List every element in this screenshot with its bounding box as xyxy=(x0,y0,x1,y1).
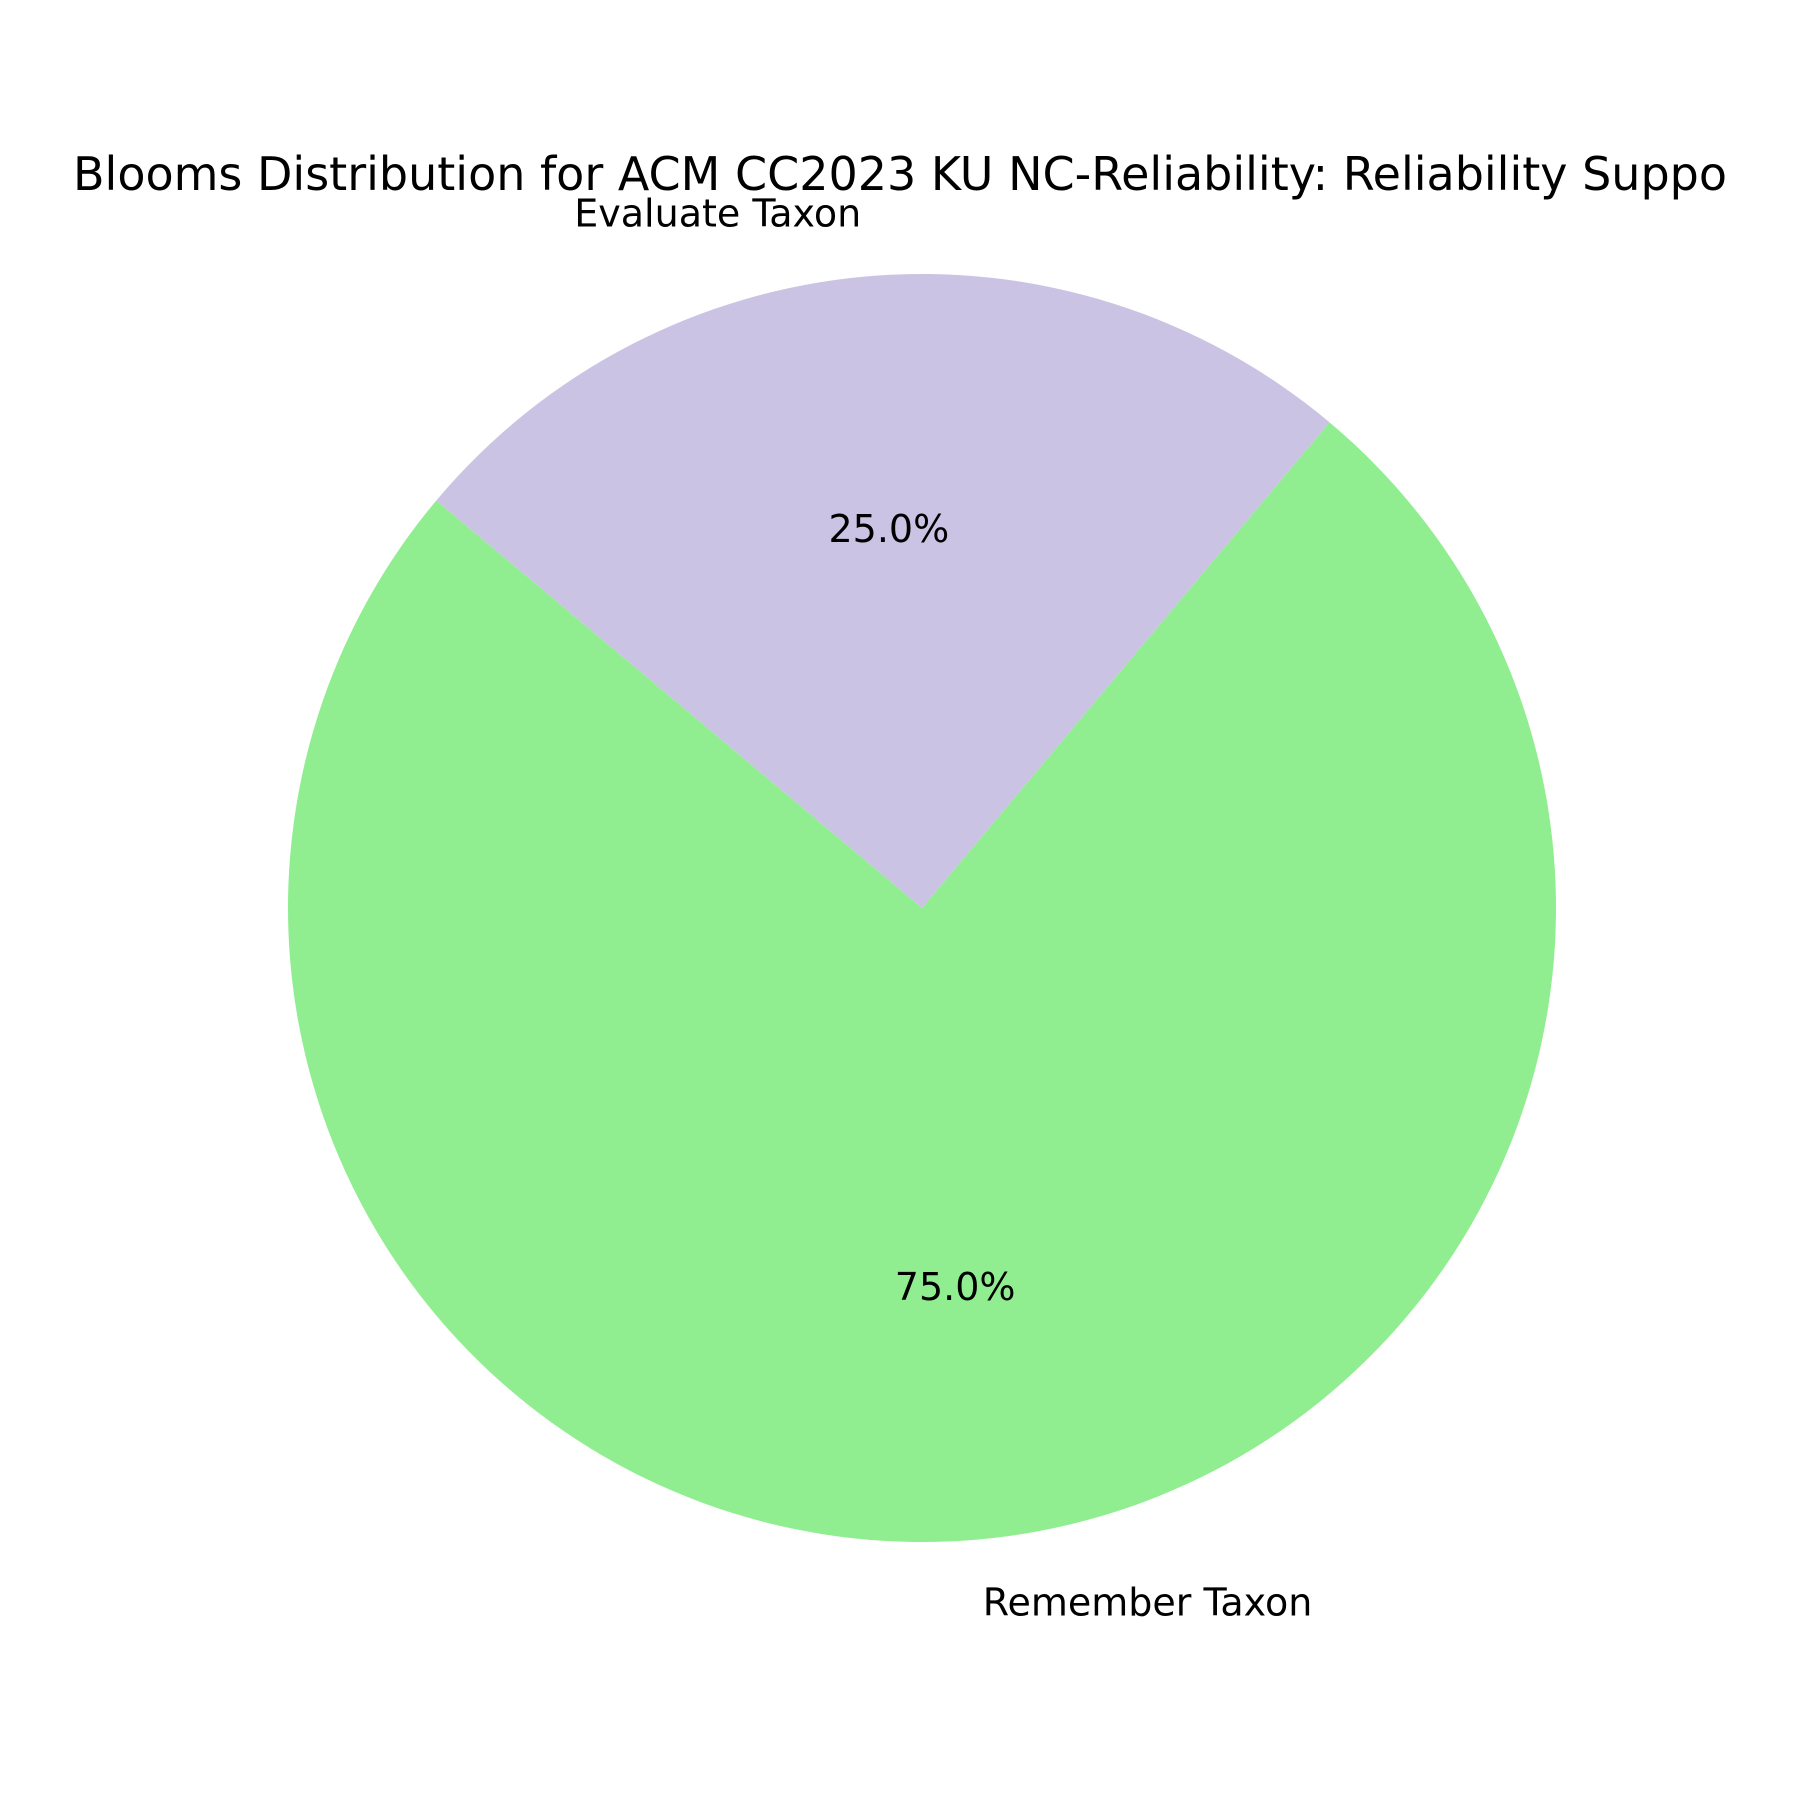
chart-title: Blooms Distribution for ACM CC2023 KU NC… xyxy=(73,147,1727,201)
pie-category-label: Remember Taxon xyxy=(983,1581,1313,1625)
pie-pct-label: 25.0% xyxy=(828,507,949,551)
pie-pct-label: 75.0% xyxy=(895,1265,1016,1309)
pie-category-label: Evaluate Taxon xyxy=(574,191,861,235)
pie-slice-remember-taxon xyxy=(288,422,1557,1542)
pie-slice-evaluate-taxon xyxy=(436,274,1330,908)
pie-labels: 75.0% Remember Taxon 25.0% Evaluate Taxon xyxy=(574,191,1312,1624)
pie-slices xyxy=(288,274,1557,1542)
